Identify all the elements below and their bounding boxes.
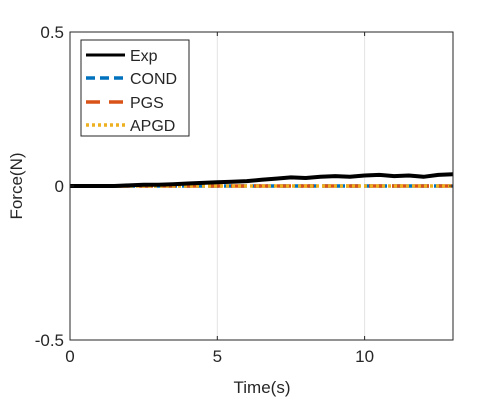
y-tick-label: 0 bbox=[55, 177, 64, 196]
x-tick-label: 5 bbox=[213, 347, 222, 366]
x-tick-label: 10 bbox=[355, 347, 374, 366]
y-axis-label: Force(N) bbox=[7, 152, 26, 219]
axis-ticks: 0 5 10-0.500.5 bbox=[35, 23, 453, 366]
legend-label-apgd: APGD bbox=[130, 118, 175, 135]
series-group bbox=[70, 172, 454, 188]
legend-label-pgs: PGS bbox=[130, 95, 164, 112]
x-tick-label: 0 bbox=[65, 347, 74, 366]
series-line-exp bbox=[70, 172, 454, 188]
legend-label-exp: Exp bbox=[130, 48, 158, 65]
y-tick-label: -0.5 bbox=[35, 331, 64, 350]
x-axis-label: Time(s) bbox=[234, 378, 291, 397]
legend-label-cond: COND bbox=[130, 71, 177, 88]
y-tick-label: 0.5 bbox=[40, 23, 64, 42]
legend: Exp COND PGS APGD bbox=[80, 39, 190, 137]
